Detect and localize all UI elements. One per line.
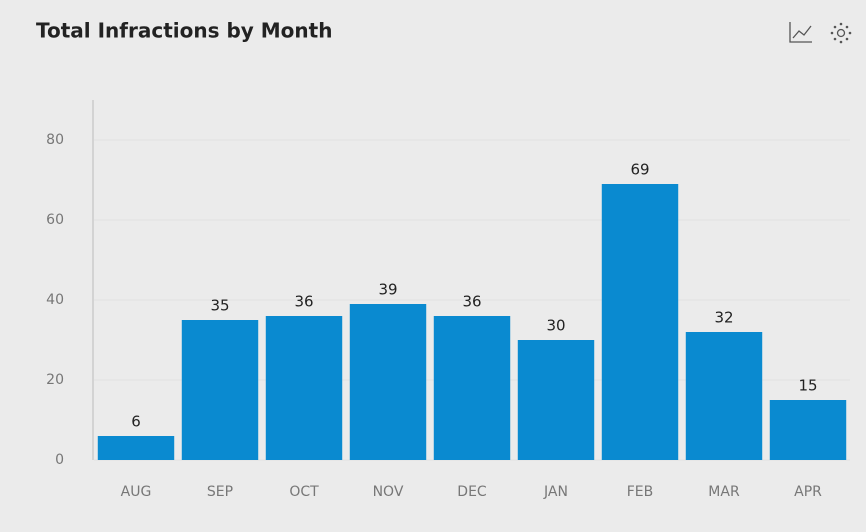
data-label: 15 [798, 377, 817, 395]
data-label: 32 [714, 309, 733, 327]
y-tick-label: 60 [46, 212, 64, 228]
data-label: 35 [210, 297, 229, 315]
x-tick-label: NOV [373, 484, 404, 500]
chart-title: Total Infractions by Month [36, 19, 332, 43]
bar [433, 316, 511, 460]
x-tick-label: JAN [543, 484, 568, 500]
data-label: 6 [131, 413, 141, 431]
x-tick-label: SEP [207, 484, 233, 500]
data-label: 36 [462, 293, 481, 311]
y-tick-label: 80 [46, 132, 64, 148]
x-tick-label: FEB [627, 484, 654, 500]
bar [601, 184, 679, 460]
x-tick-label: APR [794, 484, 822, 500]
x-tick-label: MAR [708, 484, 740, 500]
bar [181, 320, 259, 460]
data-label: 69 [630, 161, 649, 179]
settings-icon[interactable] [830, 22, 852, 44]
y-tick-label: 20 [46, 372, 64, 388]
bar [265, 316, 343, 460]
bar [97, 436, 175, 460]
bar [769, 400, 847, 460]
chart-type-icon[interactable] [789, 22, 812, 43]
data-label: 36 [294, 293, 313, 311]
y-tick-label: 0 [55, 452, 64, 468]
x-tick-label: OCT [289, 484, 319, 500]
bar [685, 332, 763, 460]
y-tick-label: 40 [46, 292, 64, 308]
x-tick-label: AUG [121, 484, 152, 500]
data-label: 30 [546, 317, 565, 335]
data-label: 39 [378, 281, 397, 299]
x-tick-label: DEC [457, 484, 487, 500]
bar [349, 304, 427, 460]
bar [517, 340, 595, 460]
